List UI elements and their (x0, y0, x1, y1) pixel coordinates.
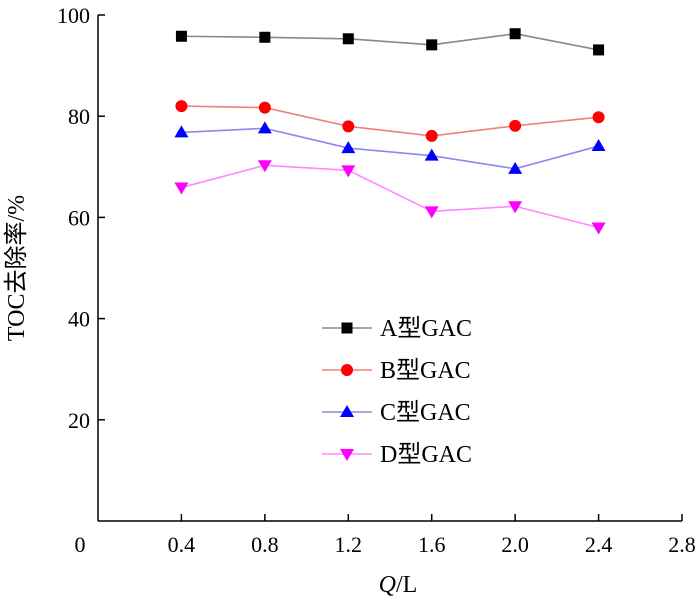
x-ticks: 0 0.4 0.8 1.2 1.6 2.0 2.4 2.8 (75, 514, 696, 557)
series-line (181, 32, 599, 51)
x-tick-label: 2.4 (585, 532, 613, 557)
data-point (174, 125, 189, 138)
data-point (342, 120, 355, 133)
data-point (508, 161, 523, 174)
series-4 (174, 160, 606, 235)
series-line (181, 164, 599, 229)
data-point (258, 101, 271, 114)
axes (97, 15, 682, 522)
y-axis-title: TOC去除率/% (3, 195, 30, 341)
y-tick-label: 20 (68, 408, 90, 433)
legend-marker (340, 405, 354, 417)
legend-marker (341, 364, 353, 376)
legend-label: D型GAC (380, 441, 472, 468)
x-tick-label: 0 (75, 532, 86, 557)
data-point (259, 31, 271, 43)
legend: A型GAC B型GAC C型GAC D型GAC (322, 315, 472, 468)
data-point (424, 148, 439, 161)
x-tick-label: 1.6 (418, 532, 446, 557)
data-point (174, 182, 189, 195)
x-axis-title-unit: /L (396, 572, 417, 598)
x-tick-label: 1.2 (335, 532, 363, 557)
x-tick-label: 0.8 (251, 532, 279, 557)
legend-item: C型GAC (322, 399, 471, 426)
series-line (181, 105, 599, 137)
data-point (425, 129, 438, 142)
y-tick-label: 40 (68, 307, 90, 332)
legend-item: D型GAC (322, 441, 472, 468)
legend-label: C型GAC (380, 399, 471, 426)
data-point (426, 39, 438, 51)
x-tick-label: 2.0 (501, 532, 529, 557)
data-point (257, 121, 272, 134)
x-tick-label: 2.8 (668, 532, 696, 557)
data-point (508, 201, 523, 214)
data-point (342, 33, 354, 45)
y-tick-label: 100 (57, 3, 90, 28)
data-point (175, 30, 187, 42)
legend-item: B型GAC (322, 357, 471, 384)
legend-marker (341, 322, 353, 334)
data-point (424, 206, 439, 219)
x-axis-title-variable: Q (379, 572, 396, 598)
series-1 (175, 28, 605, 56)
data-point (591, 222, 606, 235)
data-point (591, 139, 606, 152)
data-point (175, 100, 188, 113)
data-point (509, 119, 522, 132)
legend-label: A型GAC (380, 315, 472, 342)
data-point (341, 141, 356, 154)
y-ticks: 20 40 60 80 100 (57, 3, 105, 433)
legend-label: B型GAC (380, 357, 471, 384)
legend-marker (340, 449, 354, 461)
data-point (257, 160, 272, 173)
series-line (181, 127, 599, 170)
data-point (592, 111, 605, 124)
series-3 (174, 121, 606, 174)
data-point (593, 44, 605, 56)
data-point (509, 28, 521, 40)
y-tick-label: 80 (68, 104, 90, 129)
series-2 (175, 100, 605, 142)
x-tick-label: 0.4 (168, 532, 196, 557)
y-tick-label: 60 (68, 205, 90, 230)
legend-item: A型GAC (322, 315, 472, 342)
data-point (341, 165, 356, 178)
series-layer (174, 28, 606, 235)
x-axis-title: Q/L (379, 572, 418, 598)
